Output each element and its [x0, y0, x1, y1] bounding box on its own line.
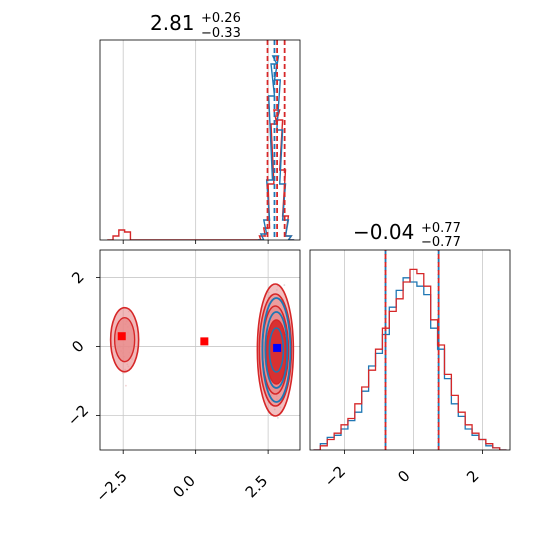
panel2-plots — [109, 283, 295, 419]
panel3-frame — [309, 249, 511, 451]
panel2-ytick-label: 0 — [68, 337, 87, 356]
panel1-frame — [99, 39, 301, 241]
panel2-xtick-label: 2.5 — [242, 472, 272, 502]
panel1-histogram — [99, 39, 301, 244]
panel2-sample-point — [283, 284, 286, 286]
panel1-title-sup: +0.26 — [201, 11, 241, 26]
panel1-blue-histogram — [257, 55, 295, 240]
panel3-title-sub: −0.77 — [421, 235, 461, 250]
panel2-ytick-label: −2 — [64, 401, 92, 429]
panel2-truth-marker-red — [117, 332, 126, 341]
panel3-red-histogram — [313, 268, 507, 450]
panel2-blue-contour-mid — [264, 311, 289, 389]
panel3-title-sup: +0.77 — [421, 221, 461, 236]
panel2-contour: −2.5 0.0 2.5 −2 0 2 — [64, 249, 301, 506]
panel3-xtick-label: 0 — [394, 467, 413, 486]
panel3-xtick-label: −2 — [321, 462, 349, 490]
panel3-ticks: −2 0 2 — [321, 450, 483, 491]
panel2-sample-point — [125, 384, 127, 387]
panel3-title-main: −0.04 — [353, 220, 414, 244]
panel2-sample-point — [277, 416, 279, 419]
panel2-truth-marker-red — [200, 337, 209, 346]
panel3-grid — [344, 250, 483, 450]
panel2-blue-contour-outer — [261, 297, 292, 403]
panel1-ticks — [122, 240, 269, 244]
panel2-xtick-label: −2.5 — [92, 467, 130, 505]
panel2-sample-point — [121, 371, 124, 374]
panel2-blue-contour-inner — [268, 327, 285, 373]
panel2-ticks: −2.5 0.0 2.5 −2 0 2 — [64, 268, 272, 506]
panel1-grid — [122, 40, 269, 240]
panel1-title-main: 2.81 — [150, 11, 195, 35]
panel1-title: 2.81 — [150, 11, 195, 35]
panel1-title-sub: −0.33 — [201, 26, 241, 41]
panel2-xtick-label: 0.0 — [169, 472, 199, 502]
panel2-ytick-label: 2 — [68, 268, 87, 287]
panel2-frame — [99, 249, 301, 451]
panel3-plots — [313, 250, 507, 450]
panel3-xtick-label: 2 — [463, 467, 482, 486]
panel1-plots — [107, 40, 295, 240]
panel3-title: −0.04 — [353, 220, 414, 244]
panel2-truth-marker-blue — [273, 343, 282, 352]
panel3-histogram: −2 0 2 — [309, 249, 511, 491]
